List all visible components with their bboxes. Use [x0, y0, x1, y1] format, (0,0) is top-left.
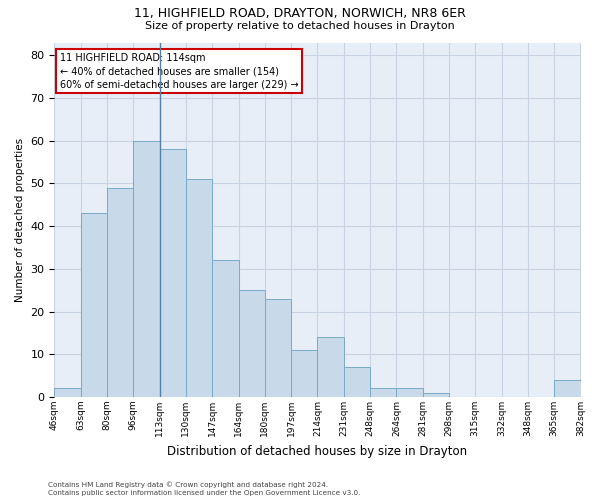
Bar — [81, 214, 107, 397]
Text: 11 HIGHFIELD ROAD: 114sqm
← 40% of detached houses are smaller (154)
60% of semi: 11 HIGHFIELD ROAD: 114sqm ← 40% of detac… — [59, 53, 298, 90]
Bar — [422, 392, 449, 397]
Bar — [344, 367, 370, 397]
Bar — [370, 388, 397, 397]
Y-axis label: Number of detached properties: Number of detached properties — [15, 138, 25, 302]
Text: Size of property relative to detached houses in Drayton: Size of property relative to detached ho… — [145, 21, 455, 31]
Text: Contains public sector information licensed under the Open Government Licence v3: Contains public sector information licen… — [48, 490, 361, 496]
Bar — [212, 260, 239, 397]
Bar — [265, 299, 291, 397]
Bar — [107, 188, 133, 397]
Bar — [239, 290, 265, 397]
Text: 11, HIGHFIELD ROAD, DRAYTON, NORWICH, NR8 6ER: 11, HIGHFIELD ROAD, DRAYTON, NORWICH, NR… — [134, 8, 466, 20]
Bar — [397, 388, 422, 397]
Text: Contains HM Land Registry data © Crown copyright and database right 2024.: Contains HM Land Registry data © Crown c… — [48, 481, 328, 488]
Bar — [160, 150, 186, 397]
Bar — [186, 179, 212, 397]
Bar — [317, 337, 344, 397]
Bar — [55, 388, 81, 397]
Bar — [133, 140, 160, 397]
Bar — [291, 350, 317, 397]
Bar — [554, 380, 581, 397]
X-axis label: Distribution of detached houses by size in Drayton: Distribution of detached houses by size … — [167, 444, 467, 458]
